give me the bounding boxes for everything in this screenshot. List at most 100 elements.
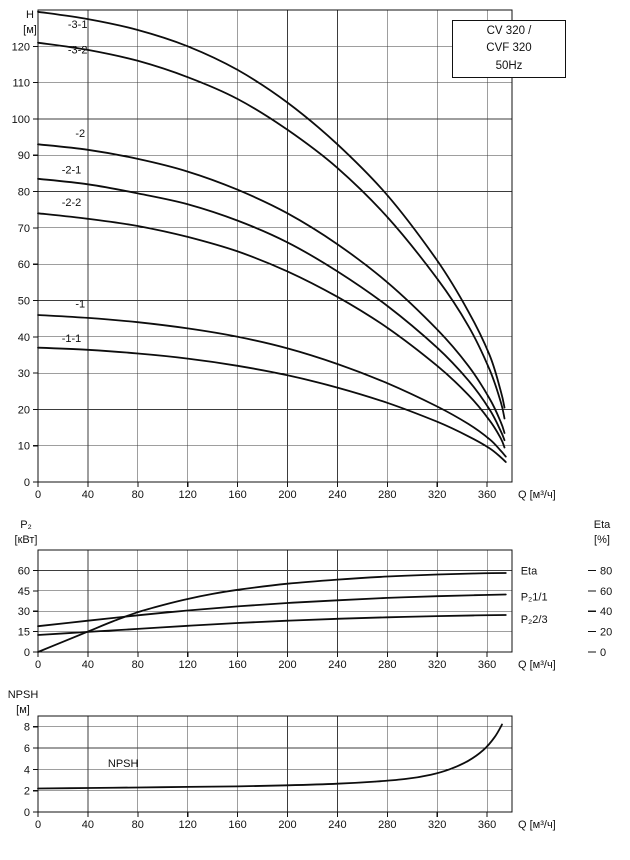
chart-power: 0 40 80 120 160 200 240 280 320 360 0 15 30 45 60 0 20 40… [18, 549, 612, 671]
y-tick-label: 120 [12, 41, 30, 53]
y-right-tick-label: 40 [600, 606, 612, 618]
plot-border [37, 549, 513, 653]
x-tick-label: 40 [82, 819, 94, 831]
curve--2-2 [37, 212, 506, 449]
x-tick-label: 120 [179, 659, 197, 671]
curve-label--3-1: -3-1 [68, 19, 88, 31]
y-tick-label: 4 [24, 764, 30, 776]
y-right-tick-label: 60 [600, 586, 612, 598]
curve-label--1: -1 [75, 299, 85, 311]
y-tick-label: 90 [18, 150, 30, 162]
y-tick-label: 45 [18, 586, 30, 598]
curve-label-Eta: Eta [521, 566, 538, 578]
x-tick-label: 0 [35, 489, 41, 501]
curve--2-1 [37, 177, 506, 442]
curve-label--1-1: -1-1 [62, 333, 82, 345]
axis-unit: [м] [23, 23, 37, 36]
y-tick-label: 100 [12, 114, 30, 126]
power-x-axis-label: Q [м³/ч] [518, 659, 556, 671]
curve-label--2: -2 [75, 128, 85, 140]
x-tick-label: 80 [132, 659, 144, 671]
curve-label-P₂2/3: P₂2/3 [521, 614, 548, 626]
curve--1 [37, 314, 507, 458]
curve--3-2 [37, 41, 506, 420]
y-right-tick-label: 0 [600, 647, 606, 659]
curve-label-P₂1/1: P₂1/1 [521, 591, 548, 603]
x-tick-label: 200 [278, 489, 296, 501]
curve-label-NPSH: NPSH [108, 758, 139, 770]
legend-line: CVF 320 [486, 42, 532, 55]
x-tick-label: 240 [328, 489, 346, 501]
curve-label--2-2: -2-2 [62, 197, 82, 209]
y-tick-label: 15 [18, 627, 30, 639]
npsh-y-axis-header: NPSH [м] [0, 688, 46, 718]
y-right-tick-label: 20 [600, 627, 612, 639]
y-tick-label: 70 [18, 223, 30, 235]
legend-line: CV 320 / [486, 25, 532, 38]
x-tick-label: 80 [132, 819, 144, 831]
x-tick-label: 320 [428, 819, 446, 831]
y-tick-label: 50 [18, 296, 30, 308]
plot-border [37, 9, 513, 483]
y-tick-label: 0 [24, 647, 30, 659]
y-tick-label: 110 [12, 78, 30, 90]
x-tick-label: 120 [179, 819, 197, 831]
axis-title: NPSH [7, 689, 39, 701]
x-tick-label: 200 [278, 819, 296, 831]
x-tick-label: 40 [82, 659, 94, 671]
x-tick-label: 40 [82, 489, 94, 501]
curve-label--2-1: -2-1 [62, 164, 82, 176]
x-tick-label: 320 [428, 489, 446, 501]
curve-P₂1/1 [37, 593, 507, 628]
y-tick-label: 20 [18, 404, 30, 416]
x-tick-label: 120 [179, 489, 197, 501]
x-tick-label: 240 [328, 659, 346, 671]
x-tick-label: 160 [228, 819, 246, 831]
head-x-axis-label: Q [м³/ч] [518, 489, 556, 501]
x-tick-label: 360 [478, 659, 496, 671]
y-tick-label: 0 [24, 807, 30, 819]
axis-title: H [26, 9, 34, 21]
y-tick-label: 30 [18, 368, 30, 380]
curve-label--3-2: -3-2 [68, 45, 88, 57]
y-tick-label: 8 [24, 722, 30, 734]
y-tick-label: 80 [18, 187, 30, 199]
y-right-tick-label: 80 [600, 565, 612, 577]
x-tick-label: 280 [378, 489, 396, 501]
y-tick-label: 60 [18, 259, 30, 271]
x-tick-label: 0 [35, 819, 41, 831]
y-tick-label: 0 [24, 477, 30, 489]
x-tick-label: 280 [378, 819, 396, 831]
y-tick-label: 60 [18, 565, 30, 577]
axis-unit: [%] [594, 533, 610, 546]
power-y-axis-header: P₂ [кВт] [4, 518, 48, 548]
curve-Eta [37, 572, 507, 653]
eta-y-axis-header: Eta [%] [580, 518, 624, 548]
legend-line: 50Hz [495, 59, 523, 72]
axis-title: Eta [593, 519, 611, 531]
x-tick-label: 320 [428, 659, 446, 671]
pump-model-legend: CV 320 / CVF 320 50Hz [452, 20, 566, 78]
y-tick-label: 10 [18, 441, 30, 453]
y-tick-label: 2 [24, 786, 30, 798]
x-tick-label: 360 [478, 819, 496, 831]
plot-border [37, 715, 513, 813]
x-tick-label: 160 [228, 659, 246, 671]
x-tick-label: 160 [228, 489, 246, 501]
y-tick-label: 6 [24, 743, 30, 755]
axis-unit: [м] [16, 703, 30, 716]
x-tick-label: 200 [278, 659, 296, 671]
y-tick-label: 40 [18, 332, 30, 344]
curve--2 [37, 143, 506, 434]
x-tick-label: 240 [328, 819, 346, 831]
axis-title: P₂ [20, 519, 32, 531]
x-tick-label: 360 [478, 489, 496, 501]
curve--1-1 [37, 346, 507, 463]
chart-head: 0 40 80 120 160 200 240 280 320 360 0 10 20 30 40 50 60 7… [12, 9, 513, 501]
y-tick-label: 30 [18, 606, 30, 618]
x-tick-label: 280 [378, 659, 396, 671]
axis-unit: [кВт] [14, 533, 38, 546]
chart-npsh: 0 40 80 120 160 200 240 280 320 360 0 2 4 6 8 NPSH [24, 715, 513, 831]
